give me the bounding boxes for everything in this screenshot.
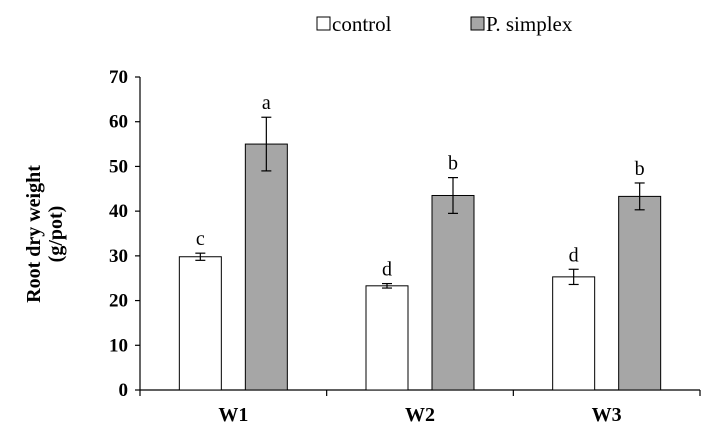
y-tick-label: 40 bbox=[109, 201, 128, 222]
significance-label: b bbox=[635, 158, 645, 180]
y-axis-title-line1: Root dry weight bbox=[23, 165, 45, 303]
bar-control-w3 bbox=[552, 276, 596, 391]
bar-control-w1 bbox=[178, 256, 222, 391]
bar-p-simplex-w2 bbox=[431, 194, 475, 391]
y-tick-label: 20 bbox=[109, 291, 128, 312]
bars bbox=[178, 143, 662, 391]
significance-label: b bbox=[448, 153, 458, 175]
legend-label-p-simplex: P. simplex bbox=[486, 12, 573, 36]
y-tick-label: 50 bbox=[109, 156, 128, 177]
legend-label-control: control bbox=[332, 12, 392, 36]
bar-p-simplex-w3 bbox=[618, 195, 662, 391]
y-tick-label: 10 bbox=[109, 335, 128, 356]
y-axis-title: Root dry weight (g/pot) bbox=[23, 165, 67, 303]
y-tick-label: 70 bbox=[109, 67, 128, 88]
legend-swatch-control bbox=[316, 16, 331, 31]
legend-swatch-p-simplex bbox=[470, 16, 485, 31]
significance-label: a bbox=[262, 92, 271, 114]
y-tick-label: 0 bbox=[119, 380, 129, 401]
significance-label: c bbox=[196, 228, 205, 250]
category-label-w1: W1 bbox=[218, 404, 248, 426]
bar-control-w2 bbox=[365, 285, 409, 391]
legend: control P. simplex bbox=[316, 12, 573, 36]
category-labels: W1 W2 W3 bbox=[218, 404, 621, 426]
category-label-w2: W2 bbox=[405, 404, 435, 426]
error-bars bbox=[195, 116, 645, 289]
significance-label: d bbox=[382, 259, 392, 281]
category-label-w3: W3 bbox=[592, 404, 622, 426]
y-tick-label: 30 bbox=[109, 246, 128, 267]
significance-label: d bbox=[569, 244, 579, 266]
x-ticks bbox=[139, 390, 701, 396]
y-ticks: 0 10 20 30 40 50 60 70 bbox=[109, 67, 140, 401]
y-tick-label: 60 bbox=[109, 112, 128, 133]
bar-p-simplex-w1 bbox=[244, 143, 288, 391]
significance-labels: c a d b d b bbox=[196, 92, 645, 280]
y-axis-title-line2: (g/pot) bbox=[45, 206, 67, 263]
